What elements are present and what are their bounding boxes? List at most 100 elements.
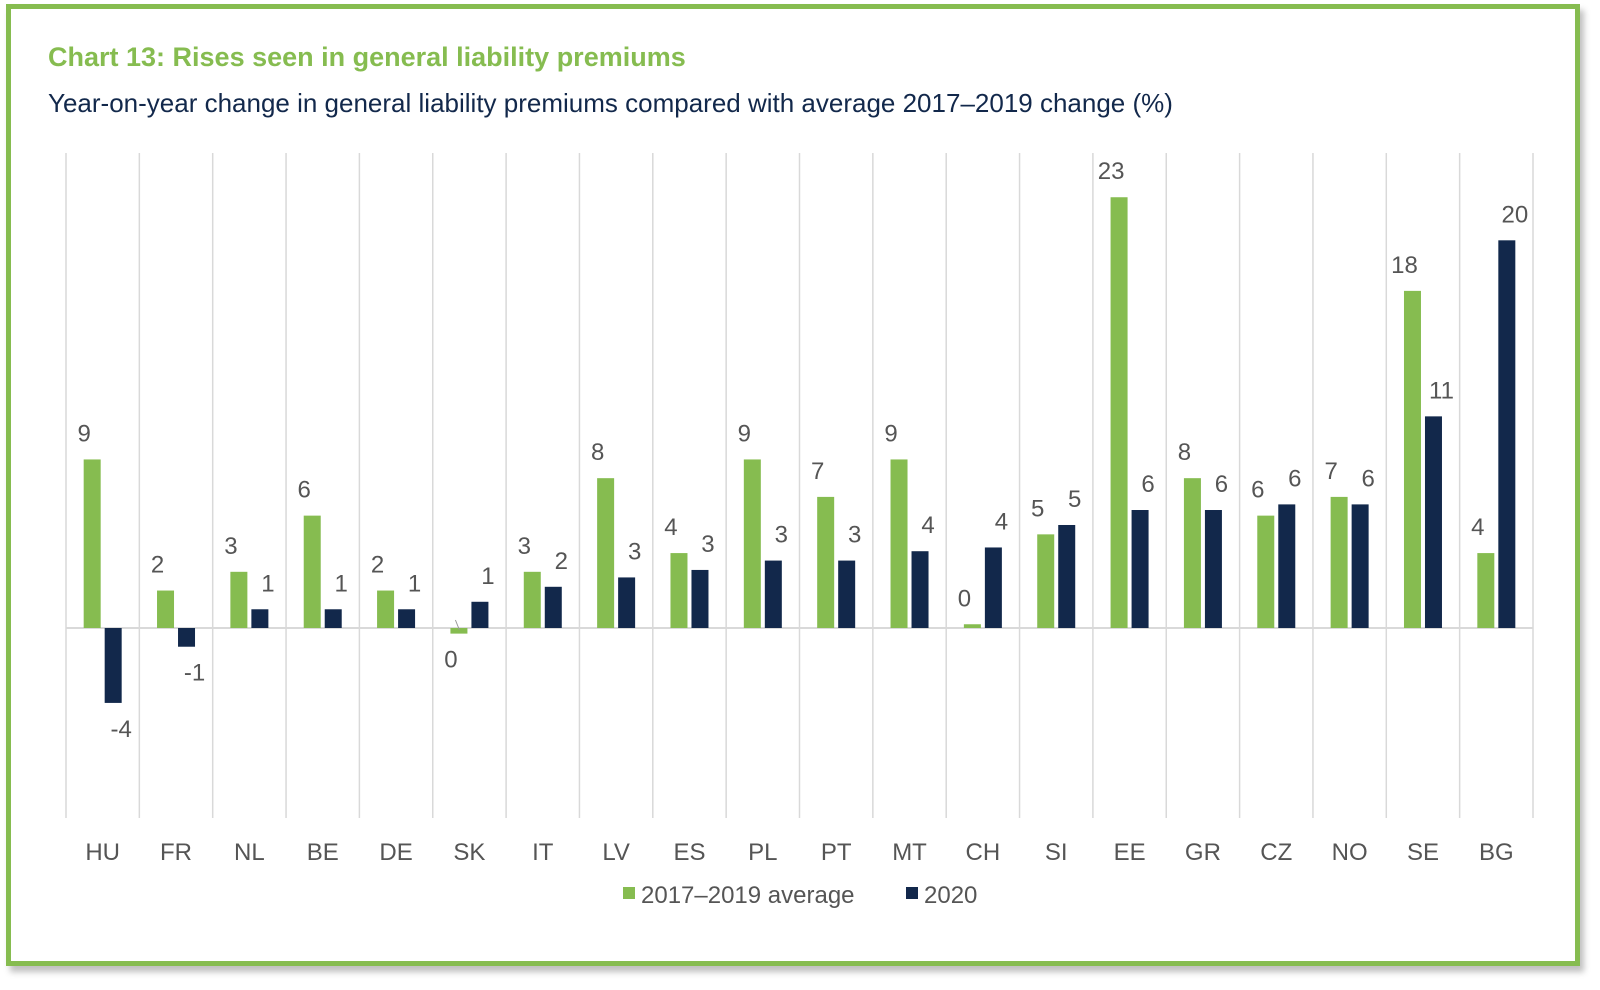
data-label-2020-de: 1: [408, 570, 421, 597]
bar-avg-gr: [1183, 478, 1201, 628]
bar-2020-no: [1351, 504, 1369, 628]
bar-avg-bg: [1477, 553, 1495, 628]
bar-2020-lv: [618, 577, 636, 628]
bar-avg-ch: [963, 624, 981, 628]
data-label-avg-se: 18: [1391, 252, 1418, 279]
category-label-si: SI: [1045, 839, 1068, 866]
bar-2020-se: [1424, 416, 1442, 628]
data-label-2020-it: 2: [555, 548, 568, 575]
legend-swatch-2017-2019: [623, 887, 635, 899]
category-label-fr: FR: [160, 839, 192, 866]
legend: 2017–2019 average 2020: [623, 882, 977, 909]
data-label-avg-no: 7: [1324, 458, 1337, 485]
bar-avg-ee: [1110, 197, 1128, 628]
bar-2020-sk: [471, 601, 489, 628]
chart-frame: [6, 4, 1580, 966]
data-label-avg-mt: 9: [884, 420, 897, 447]
data-label-avg-sk: 0: [444, 647, 457, 674]
category-label-gr: GR: [1185, 839, 1221, 866]
data-label-avg-pl: 9: [738, 420, 751, 447]
bar-2020-nl: [251, 609, 269, 628]
bar-avg-be: [303, 515, 321, 628]
bar-avg-no: [1330, 496, 1348, 628]
category-label-se: SE: [1407, 839, 1439, 866]
bars: [83, 197, 1516, 703]
category-label-sk: SK: [453, 839, 485, 866]
data-label-avg-it: 3: [518, 533, 531, 560]
category-label-cz: CZ: [1260, 839, 1292, 866]
category-label-ee: EE: [1114, 839, 1146, 866]
category-label-no: NO: [1332, 839, 1368, 866]
category-label-de: DE: [379, 839, 412, 866]
category-label-bg: BG: [1479, 839, 1514, 866]
bar-avg-si: [1037, 534, 1055, 628]
category-label-it: IT: [532, 839, 554, 866]
category-labels: HU FR NL BE DE SK IT LV ES PL PT MT CH SI EE GR CZ NO SE BG: [85, 839, 1513, 866]
bar-avg-sk: [450, 628, 468, 634]
data-label-avg-fr: 2: [151, 552, 164, 579]
bar-2020-it: [544, 586, 562, 628]
data-label-2020-no: 6: [1361, 465, 1374, 492]
data-label-avg-gr: 8: [1178, 439, 1191, 466]
data-label-avg-be: 6: [298, 477, 311, 504]
chart-title: Chart 13: Rises seen in general liabilit…: [48, 42, 686, 72]
bar-2020-ee: [1131, 510, 1149, 628]
bar-avg-pl: [743, 459, 761, 628]
bar-2020-si: [1058, 524, 1076, 628]
data-label-2020-pt: 3: [848, 522, 861, 549]
category-label-lv: LV: [602, 839, 630, 866]
legend-label-2020: 2020: [924, 882, 977, 909]
bar-2020-be: [324, 609, 342, 628]
data-label-2020-si: 5: [1068, 486, 1081, 513]
bar-avg-it: [523, 571, 541, 628]
bar-2020-bg: [1498, 240, 1516, 629]
data-label-2020-be: 1: [335, 570, 348, 597]
data-label-2020-mt: 4: [921, 512, 934, 539]
category-label-mt: MT: [892, 839, 927, 866]
data-label-avg-es: 4: [664, 514, 677, 541]
bar-2020-fr: [178, 628, 196, 647]
bar-2020-hu: [104, 628, 122, 703]
data-label-2020-fr: -1: [184, 660, 205, 687]
data-label-avg-de: 2: [371, 552, 384, 579]
category-label-ch: CH: [966, 839, 1001, 866]
bar-2020-es: [691, 569, 709, 628]
category-label-be: BE: [307, 839, 339, 866]
category-label-hu: HU: [85, 839, 120, 866]
data-label-avg-ch: 0: [958, 585, 971, 612]
bar-2020-pt: [838, 560, 856, 628]
data-label-avg-ee: 23: [1098, 158, 1125, 185]
data-label-avg-cz: 6: [1251, 477, 1264, 504]
category-label-nl: NL: [234, 839, 265, 866]
data-label-2020-bg: 20: [1501, 201, 1528, 228]
bar-avg-de: [377, 590, 395, 628]
bar-2020-de: [398, 609, 416, 628]
legend-swatch-2020: [906, 887, 918, 899]
leader-line-sk: [454, 619, 460, 631]
bar-avg-cz: [1257, 515, 1275, 628]
bar-avg-es: [670, 553, 688, 628]
data-label-2020-sk: 1: [481, 563, 494, 590]
data-label-2020-se: 11: [1429, 377, 1454, 404]
data-label-avg-hu: 9: [77, 420, 90, 447]
data-label-avg-lv: 8: [591, 439, 604, 466]
legend-label-2017-2019: 2017–2019 average: [641, 882, 855, 909]
bar-avg-hu: [83, 459, 101, 628]
bar-avg-pt: [817, 496, 835, 628]
bar-avg-se: [1403, 290, 1421, 628]
data-label-2020-cz: 6: [1288, 465, 1301, 492]
bar-2020-ch: [984, 547, 1002, 628]
data-label-2020-pl: 3: [775, 522, 788, 549]
bar-2020-pl: [764, 560, 782, 628]
data-label-2020-es: 3: [701, 531, 714, 558]
bar-avg-nl: [230, 571, 248, 628]
chart-subtitle: Year-on-year change in general liability…: [48, 88, 1173, 118]
data-label-2020-ee: 6: [1141, 471, 1154, 498]
bar-2020-cz: [1278, 504, 1296, 628]
data-label-avg-bg: 4: [1471, 514, 1484, 541]
category-label-pl: PL: [748, 839, 777, 866]
gridlines: [65, 153, 1534, 818]
data-label-2020-lv: 3: [628, 538, 641, 565]
